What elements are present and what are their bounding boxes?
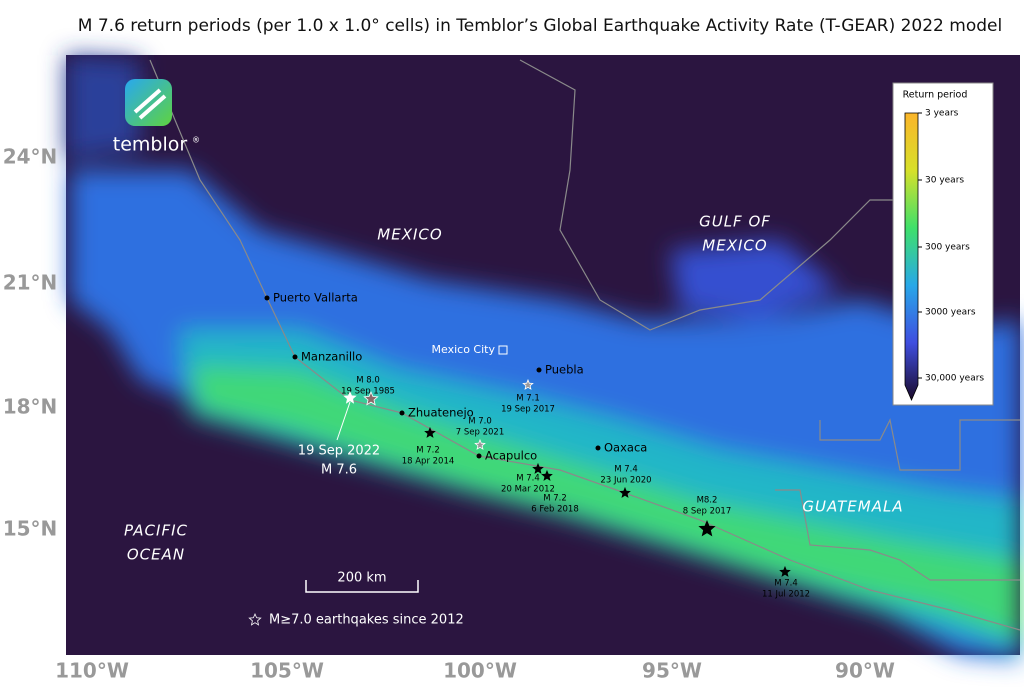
colorbar bbox=[904, 112, 919, 402]
city-marker bbox=[536, 367, 542, 373]
latitude-label: 18°N bbox=[3, 395, 58, 419]
quake-date: 20 Mar 2012 bbox=[501, 485, 555, 495]
legend-title: Return period bbox=[903, 90, 968, 101]
earthquake-star bbox=[532, 462, 544, 474]
city-label: Oaxaca bbox=[604, 441, 647, 455]
quake-magnitude: M8.2 bbox=[697, 496, 718, 506]
latitude-label: 21°N bbox=[3, 271, 58, 295]
longitude-label: 95°W bbox=[642, 659, 702, 683]
earthquake-star bbox=[424, 426, 436, 438]
city-marker bbox=[264, 295, 270, 301]
quake-magnitude: M 7.4 bbox=[774, 579, 798, 589]
quake-date: 7 Sep 2021 bbox=[456, 428, 504, 438]
region-label: OCEAN bbox=[127, 546, 185, 564]
logo-name: temblor bbox=[113, 134, 188, 156]
quake-date: 19 Sep 2017 bbox=[501, 405, 555, 415]
quake-date: 11 Jul 2012 bbox=[762, 590, 810, 600]
colorbar-label: 3 years bbox=[925, 109, 959, 119]
logo-mark: ® bbox=[192, 136, 200, 145]
earthquake-star bbox=[363, 390, 379, 406]
city-marker bbox=[595, 445, 601, 451]
colorbar-label: 3000 years bbox=[925, 308, 976, 318]
earthquake-star bbox=[619, 486, 631, 498]
city-label: Mexico City bbox=[432, 343, 496, 356]
longitude-label: 100°W bbox=[443, 659, 517, 683]
featured-quake-date: 19 Sep 2022 bbox=[298, 444, 380, 459]
latitude-label: 24°N bbox=[3, 145, 58, 169]
longitude-label: 105°W bbox=[250, 659, 324, 683]
city-marker bbox=[399, 410, 405, 416]
colorbar-label: 30 years bbox=[925, 176, 964, 186]
region-label: MEXICO bbox=[377, 226, 442, 244]
earthquake-star bbox=[522, 378, 534, 390]
city-label: Puebla bbox=[545, 363, 584, 377]
title: M 7.6 return periods (per 1.0 x 1.0° cel… bbox=[78, 16, 1002, 36]
longitude-label: 110°W bbox=[55, 659, 129, 683]
region-label: PACIFIC bbox=[124, 522, 188, 540]
scale-bar bbox=[305, 580, 419, 593]
quake-date: 8 Sep 2017 bbox=[683, 507, 731, 517]
longitude-label: 90°W bbox=[835, 659, 895, 683]
note-star bbox=[248, 612, 262, 626]
quake-magnitude: M 7.1 bbox=[516, 394, 540, 404]
featured-quake-magnitude: M 7.6 bbox=[321, 463, 357, 478]
city-label: Zhuatenejo bbox=[408, 406, 474, 420]
earthquake-star bbox=[698, 519, 716, 537]
quake-magnitude: M 7.2 bbox=[543, 494, 567, 504]
featured-quake-pointer bbox=[336, 401, 351, 441]
earthquake-star bbox=[474, 438, 486, 450]
quake-magnitude: M 8.0 bbox=[356, 376, 380, 386]
note: M≥7.0 earthqakes since 2012 bbox=[269, 613, 464, 628]
earthquake-star bbox=[779, 565, 791, 577]
quake-date: 19 Sep 1985 bbox=[341, 387, 395, 397]
quake-date: 6 Feb 2018 bbox=[531, 505, 579, 515]
region-label: MEXICO bbox=[702, 237, 767, 255]
earthquake-star bbox=[541, 469, 553, 481]
region-label: GUATEMALA bbox=[802, 498, 903, 516]
quake-date: 23 Jun 2020 bbox=[600, 476, 651, 486]
logo-glyph bbox=[133, 88, 167, 120]
quake-date: 18 Apr 2014 bbox=[402, 457, 455, 467]
city-label: Puerto Vallarta bbox=[273, 291, 358, 305]
quake-magnitude: M 7.0 bbox=[468, 417, 492, 427]
legend: Return period 3 years 30 years 300 years 300… bbox=[892, 82, 994, 406]
scale-bar-label: 200 km bbox=[337, 571, 386, 586]
latitude-label: 15°N bbox=[3, 517, 58, 541]
quake-magnitude: M 7.2 bbox=[416, 446, 440, 456]
city-marker bbox=[498, 345, 508, 355]
featured-quake-star bbox=[343, 390, 357, 404]
city-label: Acapulco bbox=[485, 449, 537, 463]
city-marker bbox=[292, 354, 298, 360]
colorbar-label: 30,000 years bbox=[925, 374, 984, 384]
quake-magnitude: M 7.4 bbox=[516, 474, 540, 484]
city-marker bbox=[476, 453, 482, 459]
region-label: GULF OF bbox=[699, 213, 771, 231]
quake-magnitude: M 7.4 bbox=[614, 465, 638, 475]
colorbar-label: 300 years bbox=[925, 243, 970, 253]
city-label: Manzanillo bbox=[301, 350, 362, 364]
